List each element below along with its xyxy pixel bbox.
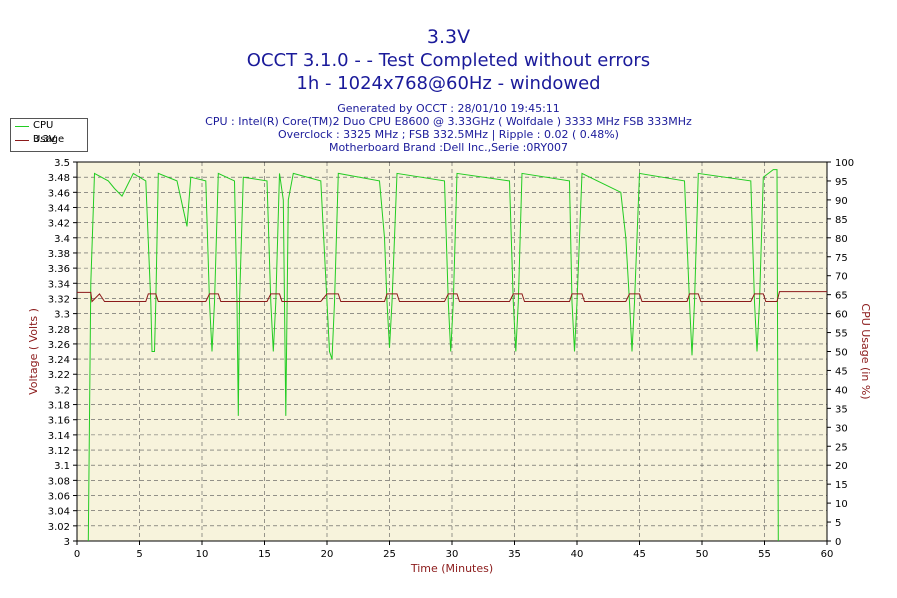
legend-item-cpu-usage: CPU Usage bbox=[11, 119, 87, 145]
y-right-tick-label: 30 bbox=[835, 423, 848, 434]
y-right-tick-label: 70 bbox=[835, 272, 848, 283]
y-left-tick-label: 3.08 bbox=[48, 476, 70, 487]
x-tick-label: 60 bbox=[821, 549, 834, 560]
x-tick-label: 15 bbox=[258, 549, 271, 560]
y-right-tick-label: 100 bbox=[835, 158, 854, 169]
y-left-tick-label: 3.3 bbox=[54, 310, 70, 321]
y-left-tick-label: 3.14 bbox=[48, 431, 70, 442]
y-right-axis-label: CPU Usage (in %) bbox=[859, 303, 872, 399]
y-right-tick-label: 0 bbox=[835, 537, 841, 548]
y-right-tick-label: 15 bbox=[835, 480, 848, 491]
x-tick-label: 0 bbox=[74, 549, 80, 560]
y-left-tick-label: 3.28 bbox=[48, 325, 70, 336]
y-left-tick-label: 3.44 bbox=[48, 203, 70, 214]
legend-item-voltage: 3.3V bbox=[11, 133, 87, 147]
y-right-tick-label: 55 bbox=[835, 329, 848, 340]
y-right-tick-label: 50 bbox=[835, 348, 848, 359]
x-tick-label: 5 bbox=[136, 549, 142, 560]
x-tick-label: 20 bbox=[321, 549, 334, 560]
x-tick-label: 35 bbox=[508, 549, 521, 560]
y-left-tick-label: 3.34 bbox=[48, 279, 70, 290]
y-right-tick-label: 25 bbox=[835, 442, 848, 453]
y-left-tick-label: 3.5 bbox=[54, 158, 70, 169]
info-overclock: Overclock : 3325 MHz ; FSB 332.5MHz | Ri… bbox=[278, 128, 619, 141]
y-right-tick-label: 60 bbox=[835, 310, 848, 321]
info-motherboard: Motherboard Brand :Dell Inc.,Serie :0RY0… bbox=[328, 141, 569, 154]
y-left-tick-label: 3 bbox=[64, 537, 70, 548]
x-tick-label: 45 bbox=[633, 549, 646, 560]
y-left-tick-label: 3.12 bbox=[48, 446, 70, 457]
y-left-tick-label: 3.36 bbox=[48, 264, 70, 275]
y-right-tick-label: 20 bbox=[835, 461, 848, 472]
y-right-tick-label: 35 bbox=[835, 404, 848, 415]
y-left-tick-label: 3.46 bbox=[48, 188, 70, 199]
y-right-tick-label: 45 bbox=[835, 366, 848, 377]
info-generated: Generated by OCCT : 28/01/10 19:45:11 bbox=[337, 102, 560, 115]
y-right-tick-label: 85 bbox=[835, 215, 848, 226]
y-left-tick-label: 3.22 bbox=[48, 370, 70, 381]
y-right-tick-label: 40 bbox=[835, 385, 848, 396]
y-left-tick-label: 3.24 bbox=[48, 355, 70, 366]
y-left-tick-label: 3.04 bbox=[48, 507, 70, 518]
x-tick-label: 40 bbox=[571, 549, 584, 560]
chart-title: 3.3V bbox=[426, 26, 471, 48]
chart-subtitle-test-status: OCCT 3.1.0 - - Test Completed without er… bbox=[246, 50, 651, 71]
y-left-tick-label: 3.48 bbox=[48, 173, 70, 184]
y-right-tick-label: 80 bbox=[835, 234, 848, 245]
legend-swatch-voltage bbox=[15, 140, 29, 141]
series-line-3-3v bbox=[77, 291, 827, 303]
y-left-tick-label: 3.18 bbox=[48, 401, 70, 412]
y-left-tick-label: 3.32 bbox=[48, 294, 70, 305]
y-left-tick-label: 3.4 bbox=[54, 234, 70, 245]
y-left-tick-label: 3.2 bbox=[54, 385, 70, 396]
y-left-tick-label: 3.06 bbox=[48, 492, 70, 503]
y-left-tick-label: 3.1 bbox=[54, 461, 70, 472]
x-tick-label: 25 bbox=[383, 549, 396, 560]
y-left-axis-label: Voltage ( Volts ) bbox=[27, 308, 40, 395]
x-tick-label: 10 bbox=[196, 549, 209, 560]
y-right-tick-label: 65 bbox=[835, 291, 848, 302]
y-right-tick-label: 5 bbox=[835, 518, 841, 529]
y-left-tick-label: 3.02 bbox=[48, 522, 70, 533]
x-tick-label: 50 bbox=[696, 549, 709, 560]
x-tick-label: 55 bbox=[758, 549, 771, 560]
y-left-tick-label: 3.38 bbox=[48, 249, 70, 260]
y-right-tick-label: 75 bbox=[835, 253, 848, 264]
legend-label-cpu-usage: CPU Usage bbox=[33, 120, 65, 145]
y-right-tick-label: 95 bbox=[835, 177, 848, 188]
legend-label-voltage: 3.3V bbox=[33, 134, 56, 145]
series-line-cpu-usage bbox=[87, 169, 779, 542]
chart-legend: CPU Usage 3.3V bbox=[10, 118, 88, 152]
y-right-tick-label: 10 bbox=[835, 499, 848, 510]
x-tick-label: 30 bbox=[446, 549, 459, 560]
x-axis-label: Time (Minutes) bbox=[410, 562, 493, 575]
y-right-tick-label: 90 bbox=[835, 196, 848, 207]
y-left-tick-label: 3.42 bbox=[48, 219, 70, 230]
chart-subtitle-mode: 1h - 1024x768@60Hz - windowed bbox=[296, 73, 601, 94]
info-cpu: CPU : Intel(R) Core(TM)2 Duo CPU E8600 @… bbox=[205, 115, 692, 128]
y-left-tick-label: 3.26 bbox=[48, 340, 70, 351]
y-left-tick-label: 3.16 bbox=[48, 416, 70, 427]
legend-swatch-cpu-usage bbox=[15, 126, 29, 127]
